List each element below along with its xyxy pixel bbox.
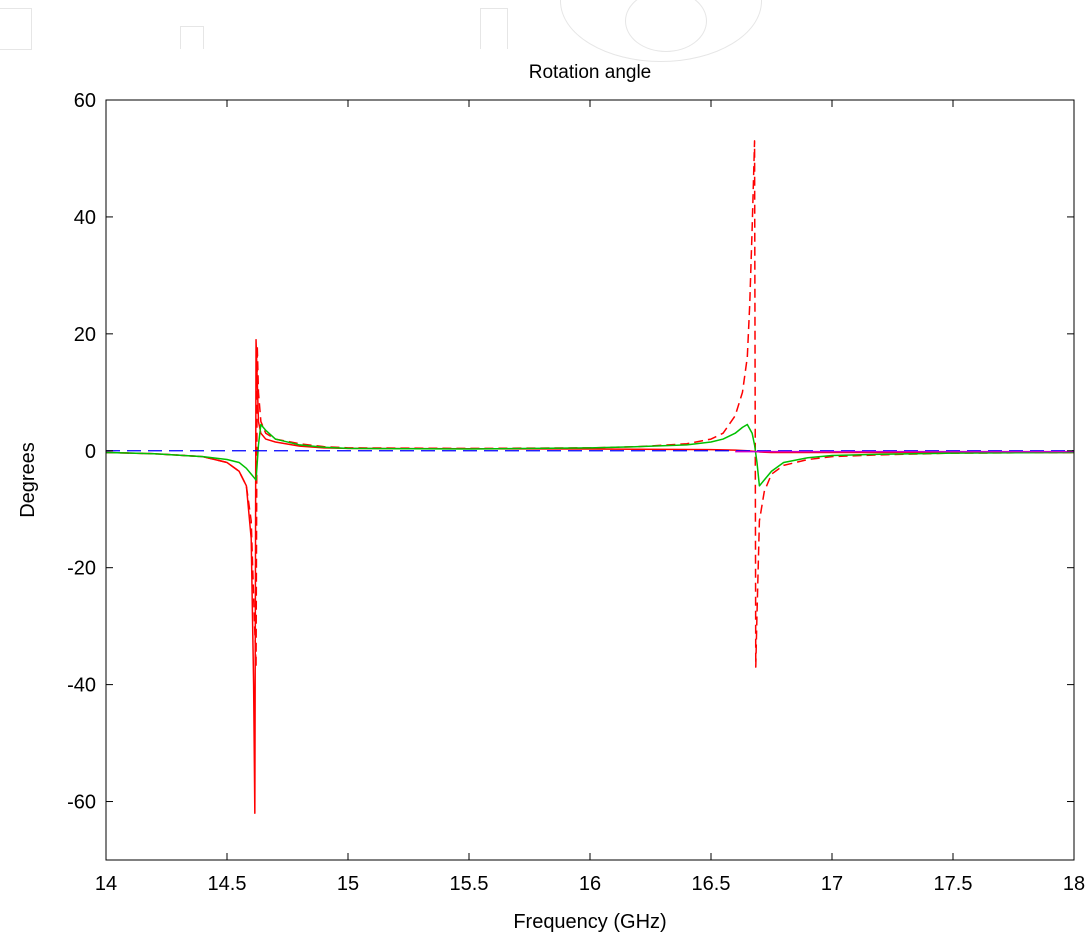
x-tick-label: 14 (95, 873, 117, 895)
watermark-shape (480, 8, 508, 49)
watermark-shape (0, 8, 32, 50)
x-tick-label: 17.5 (934, 873, 973, 895)
y-tick-label: 40 (74, 207, 96, 229)
y-tick-label: 20 (74, 324, 96, 346)
series-line-red_solid-0 (106, 338, 1074, 814)
chart-title: Rotation angle (529, 62, 652, 83)
x-tick-label: 15.5 (450, 873, 489, 895)
plot-area-background (106, 100, 1074, 860)
series-line-red_dashed-1 (106, 140, 1074, 668)
y-tick-label: 60 (74, 90, 96, 112)
x-tick-label: 18 (1063, 873, 1085, 895)
x-axis-label: Frequency (GHz) (513, 911, 666, 933)
y-tick-label: -40 (67, 675, 96, 697)
y-axis-label: Degrees (17, 442, 39, 518)
y-tick-label: 0 (85, 441, 96, 463)
series-layer (106, 140, 1074, 814)
series-line-green-2 (106, 423, 1074, 487)
tick-layer: 14 14.5 15 15.5 16 16.5 17 17.5 18 -60 -40 -20 0 20 40… (67, 90, 1085, 895)
x-tick-label: 17 (821, 873, 843, 895)
y-tick-label: -60 (67, 792, 96, 814)
x-tick-label: 16.5 (692, 873, 731, 895)
y-tick-label: -20 (67, 558, 96, 580)
x-tick-label: 16 (579, 873, 601, 895)
x-tick-label: 15 (337, 873, 359, 895)
x-tick-label: 14.5 (208, 873, 247, 895)
watermark-shape (180, 26, 204, 49)
